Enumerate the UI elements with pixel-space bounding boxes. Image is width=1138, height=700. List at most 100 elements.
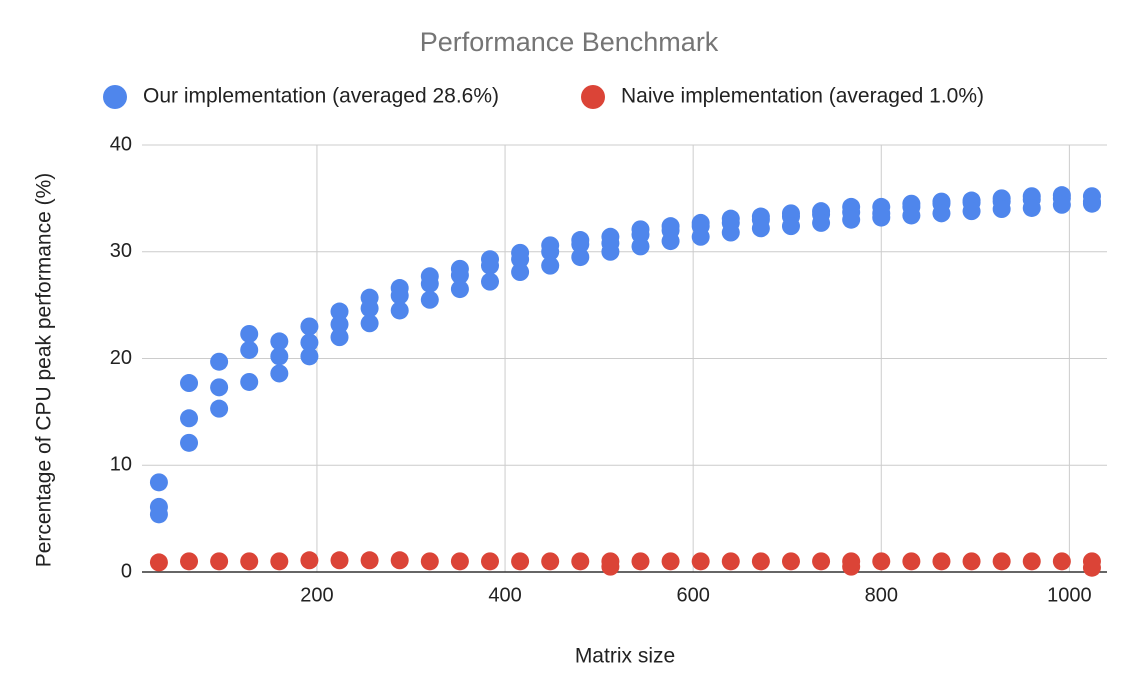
data-point bbox=[1082, 194, 1101, 213]
data-point bbox=[210, 552, 229, 571]
legend-marker bbox=[103, 85, 127, 109]
data-point bbox=[571, 552, 590, 571]
data-point bbox=[210, 378, 229, 397]
y-tick-label: 20 bbox=[110, 347, 132, 369]
y-axis-title: Percentage of CPU peak performance (%) bbox=[33, 173, 56, 568]
data-point bbox=[149, 553, 168, 572]
data-point bbox=[180, 552, 199, 571]
x-axis-title: Matrix size bbox=[575, 645, 675, 668]
data-point bbox=[360, 314, 379, 333]
data-point bbox=[691, 552, 710, 571]
data-point bbox=[812, 552, 831, 571]
data-point bbox=[330, 328, 349, 347]
data-point bbox=[1082, 558, 1101, 577]
x-tick-label: 200 bbox=[300, 584, 333, 606]
data-point bbox=[721, 552, 740, 571]
data-point bbox=[180, 374, 199, 393]
data-point bbox=[270, 364, 289, 383]
data-point bbox=[210, 352, 229, 371]
data-point bbox=[511, 263, 530, 282]
data-point bbox=[571, 248, 590, 267]
data-point bbox=[812, 213, 831, 232]
data-point bbox=[781, 217, 800, 236]
data-point bbox=[992, 200, 1011, 219]
data-point bbox=[962, 202, 981, 221]
data-point bbox=[571, 235, 590, 254]
data-point bbox=[751, 552, 770, 571]
data-point bbox=[601, 557, 620, 576]
x-tick-label: 600 bbox=[676, 584, 709, 606]
data-point bbox=[240, 324, 259, 343]
data-point bbox=[721, 223, 740, 242]
legend-label: Our implementation (averaged 28.6%) bbox=[143, 85, 499, 108]
data-point bbox=[902, 552, 921, 571]
data-point bbox=[180, 433, 199, 452]
data-point bbox=[270, 332, 289, 351]
y-tick-label: 40 bbox=[110, 133, 132, 155]
data-point bbox=[240, 340, 259, 359]
data-point bbox=[751, 219, 770, 238]
y-tick-label: 10 bbox=[110, 454, 132, 476]
data-point bbox=[872, 552, 891, 571]
chart-title: Performance Benchmark bbox=[420, 27, 719, 57]
data-point bbox=[450, 552, 469, 571]
data-point bbox=[541, 256, 560, 275]
data-point bbox=[240, 552, 259, 571]
data-point bbox=[872, 208, 891, 227]
y-tick-label: 0 bbox=[121, 560, 132, 582]
data-point bbox=[631, 552, 650, 571]
data-point bbox=[300, 347, 319, 366]
data-point bbox=[240, 372, 259, 391]
x-tick-label: 400 bbox=[488, 584, 521, 606]
data-point bbox=[300, 317, 319, 336]
x-tick-label: 1000 bbox=[1047, 584, 1092, 606]
data-point bbox=[420, 290, 439, 309]
data-point bbox=[360, 551, 379, 570]
data-point bbox=[330, 551, 349, 570]
data-point bbox=[420, 274, 439, 293]
data-point bbox=[902, 206, 921, 225]
data-point bbox=[962, 552, 981, 571]
data-point bbox=[450, 280, 469, 299]
data-point bbox=[481, 552, 500, 571]
data-point bbox=[390, 301, 409, 320]
legend-label: Naive implementation (averaged 1.0%) bbox=[621, 85, 984, 108]
data-point bbox=[781, 552, 800, 571]
data-point bbox=[300, 333, 319, 352]
data-point bbox=[481, 272, 500, 291]
data-point bbox=[300, 551, 319, 570]
data-point bbox=[481, 256, 500, 275]
data-point bbox=[932, 552, 951, 571]
data-point bbox=[691, 227, 710, 246]
data-point bbox=[932, 204, 951, 223]
data-point bbox=[149, 505, 168, 524]
data-point bbox=[1052, 552, 1071, 571]
data-point bbox=[541, 552, 560, 571]
legend-marker bbox=[581, 85, 605, 109]
data-point bbox=[450, 266, 469, 285]
data-point bbox=[511, 250, 530, 269]
data-point bbox=[661, 232, 680, 251]
data-point bbox=[661, 552, 680, 571]
data-point bbox=[270, 552, 289, 571]
data-point bbox=[1052, 195, 1071, 214]
y-tick-label: 30 bbox=[110, 240, 132, 262]
data-point bbox=[390, 286, 409, 305]
data-point bbox=[210, 399, 229, 418]
data-point bbox=[1022, 552, 1041, 571]
data-point bbox=[390, 551, 409, 570]
data-point bbox=[511, 552, 530, 571]
data-point bbox=[842, 210, 861, 229]
data-point bbox=[541, 242, 560, 261]
data-point bbox=[360, 299, 379, 318]
data-point bbox=[842, 557, 861, 576]
data-point bbox=[1022, 198, 1041, 217]
data-point bbox=[330, 302, 349, 321]
data-point bbox=[330, 315, 349, 334]
data-point bbox=[149, 473, 168, 492]
data-point bbox=[992, 552, 1011, 571]
data-point bbox=[601, 242, 620, 261]
data-point bbox=[180, 409, 199, 428]
data-point bbox=[270, 347, 289, 366]
